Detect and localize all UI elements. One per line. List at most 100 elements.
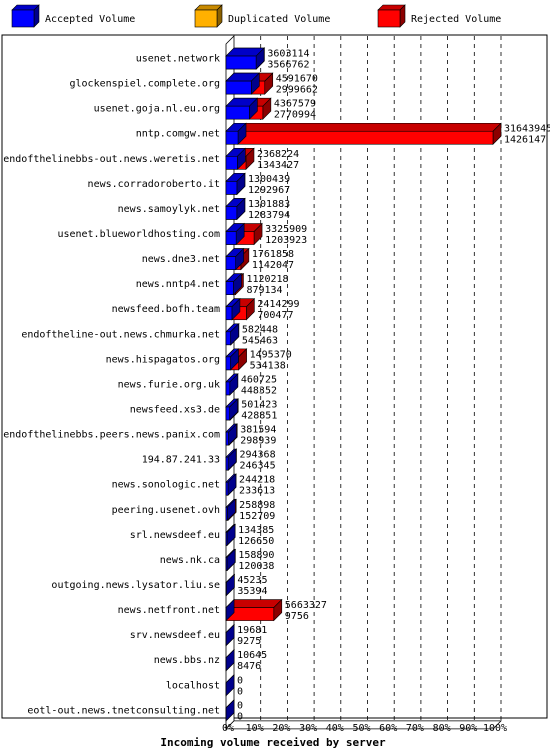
bar-accepted [225, 623, 235, 647]
bar-accepted [225, 172, 246, 196]
category-label: news.samoylyk.net [118, 204, 220, 215]
data-label-accepted: 0 [237, 686, 243, 697]
data-label-accepted: 2999662 [276, 85, 318, 96]
bar-rejected [225, 122, 502, 145]
x-tick-label: 30% [299, 723, 317, 734]
category-label: endofthelinebbs-out.news.weretis.net [3, 154, 220, 165]
data-label-accepted: 448352 [241, 385, 277, 396]
category-label: newsfeed.xs3.de [130, 405, 220, 416]
bar-accepted [225, 423, 238, 446]
data-label-accepted: 0 [237, 711, 243, 722]
category-label: usenet.network [136, 54, 220, 65]
data-label-accepted: 152709 [239, 511, 275, 522]
data-label-accepted: 35394 [237, 586, 267, 597]
bar-accepted [225, 373, 239, 396]
bar-accepted [225, 222, 245, 246]
bar-accepted [225, 147, 247, 171]
legend-label: Accepted Volume [45, 14, 135, 25]
legend-label: Duplicated Volume [228, 14, 330, 25]
category-label: news.nk.ca [160, 555, 220, 566]
x-tick-label: 60% [379, 723, 397, 734]
x-tick-label: 10% [246, 723, 264, 734]
category-label: news.corradoroberto.it [88, 179, 220, 190]
x-axis-title: Incoming volume received by server [160, 736, 386, 749]
category-label: outgoing.news.lysator.liu.se [51, 580, 220, 591]
category-label: news.nntp4.net [136, 279, 220, 290]
category-label: endofthelinebbs.peers.news.panix.com [3, 430, 220, 441]
bar-accepted [225, 272, 243, 296]
data-label-total: 3325909 [265, 224, 307, 235]
data-label-total: 134385 [238, 525, 274, 536]
data-label-total: 244218 [239, 475, 275, 486]
legend-swatch [11, 4, 40, 28]
data-label-total: 5663327 [285, 600, 327, 611]
x-tick-label: 100% [483, 723, 507, 734]
category-label: usenet.blueworldhosting.com [57, 229, 220, 240]
data-label-accepted: 1203923 [265, 235, 307, 246]
data-label-accepted: 1343427 [257, 160, 299, 171]
x-tick-label: 0% [222, 723, 234, 734]
legend-swatch [377, 4, 406, 28]
data-label-accepted: 246345 [239, 461, 275, 472]
data-label-total: 501423 [241, 400, 277, 411]
data-label-total: 4591670 [276, 74, 318, 85]
data-label-accepted: 8476 [237, 661, 261, 672]
legend-swatch [194, 4, 223, 28]
data-label-total: 258898 [239, 500, 275, 511]
data-label-accepted: 879134 [246, 285, 282, 296]
data-label-total: 1495370 [250, 349, 292, 360]
category-label: glockenspiel.complete.org [69, 79, 220, 90]
data-label-accepted: 1283794 [248, 210, 290, 221]
x-tick-label: 50% [352, 723, 370, 734]
x-tick-label: 70% [406, 723, 424, 734]
bar-accepted [225, 498, 237, 522]
category-label: srv.newsdeef.eu [130, 630, 220, 641]
data-label-total: 19681 [237, 625, 267, 636]
data-label-total: 294368 [239, 450, 275, 461]
data-label-accepted: 2770994 [274, 110, 316, 121]
bar-rejected [225, 598, 283, 622]
category-label: news.bbs.nz [154, 655, 220, 666]
category-label: usenet.goja.nl.eu.org [94, 104, 220, 115]
data-label-accepted: 233613 [239, 486, 275, 497]
bar-accepted [225, 473, 237, 496]
bar-accepted [225, 197, 246, 221]
category-label: news.netfront.net [118, 605, 220, 616]
x-tick-label: 90% [459, 723, 477, 734]
bar-accepted [225, 298, 241, 321]
data-label-accepted: 9756 [285, 611, 309, 622]
data-label-accepted: 126650 [238, 536, 274, 547]
bar-accepted [225, 448, 237, 471]
data-label-accepted: 1292967 [248, 185, 290, 196]
category-label: news.furie.org.uk [118, 379, 220, 390]
category-label: news.dne3.net [142, 254, 220, 265]
data-label-total: 10645 [237, 650, 267, 661]
data-label-accepted: 428851 [241, 411, 277, 422]
data-label-total: 460725 [241, 374, 277, 385]
bar-accepted [225, 398, 239, 421]
data-label-total: 1120218 [246, 274, 288, 285]
bar-accepted [225, 97, 259, 120]
category-label: news.sonologic.net [112, 480, 220, 491]
data-label-total: 0 [237, 675, 243, 686]
data-label-accepted: 3566762 [267, 60, 309, 71]
data-label-accepted: 120038 [238, 561, 274, 572]
data-label-accepted: 700477 [257, 310, 293, 321]
bar-accepted [225, 47, 265, 70]
bar-accepted [225, 674, 235, 697]
bar-accepted [225, 598, 235, 622]
bar-accepted [225, 523, 236, 547]
category-label: 194.87.241.33 [142, 455, 220, 466]
category-label: localhost [166, 680, 220, 691]
bar-accepted [225, 247, 245, 271]
data-label-total: 1301883 [248, 199, 290, 210]
bar-accepted [225, 573, 236, 597]
category-label: nntp.comgw.net [136, 129, 220, 140]
bar-accepted [225, 648, 235, 672]
data-label-total: 45235 [237, 575, 267, 586]
category-label: peering.usenet.ovh [112, 505, 220, 516]
data-label-accepted: 545463 [242, 335, 278, 346]
data-label-total: 582448 [242, 324, 278, 335]
data-label-accepted: 298939 [240, 436, 276, 447]
